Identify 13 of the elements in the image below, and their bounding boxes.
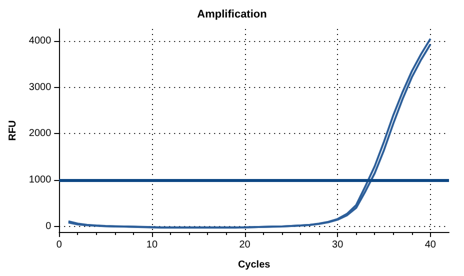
y-tick-label: 4000 <box>28 36 52 47</box>
y-axis-title: RFU <box>8 120 18 141</box>
x-tick-label: 10 <box>146 240 158 250</box>
y-tick-label: 2000 <box>28 128 52 140</box>
y-tick-label: 3000 <box>28 82 52 93</box>
y-tick-label: 1000 <box>28 174 52 186</box>
x-tick-label: 20 <box>239 240 251 250</box>
x-axis-title: Cycles <box>238 260 271 270</box>
x-tick-label: 40 <box>424 240 436 250</box>
chart-title: Amplification <box>197 8 268 20</box>
x-tick-label: 30 <box>332 240 344 250</box>
y-tick-label: 0 <box>46 220 52 232</box>
x-tick-label: 0 <box>56 240 62 250</box>
